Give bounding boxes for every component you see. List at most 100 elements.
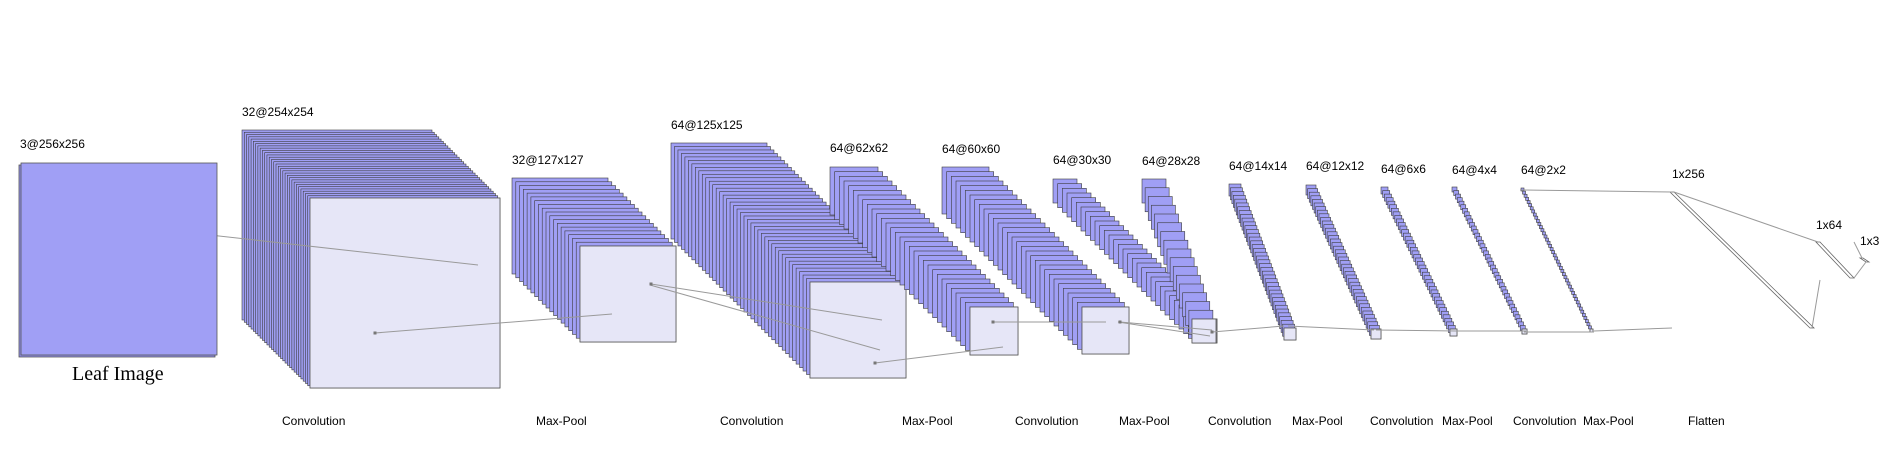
dense-layer-flatten (1669, 191, 1815, 329)
op-label-7: Convolution (1208, 414, 1271, 428)
layer-dim-label-pool1: 32@127x127 (512, 153, 584, 167)
op-label-2: Max-Pool (536, 414, 587, 428)
connector-line (374, 313, 613, 334)
feature-map-sheet (1540, 228, 1545, 233)
feature-map-stack-pool1 (511, 177, 677, 343)
feature-map-sheet (1523, 193, 1528, 198)
op-label-1: Convolution (282, 414, 345, 428)
feature-map-front-pool1 (579, 245, 677, 343)
feature-map-stack-pool2 (829, 166, 1019, 356)
feature-map-stack-conv4 (1141, 178, 1217, 344)
feature-map-sheet (1526, 200, 1531, 204)
feature-map-sheet (1571, 291, 1575, 295)
connector-line (191, 232, 479, 266)
feature-map-sheet (1555, 259, 1560, 264)
feature-map-front-conv5 (1370, 328, 1382, 340)
feature-map-sheet (1542, 231, 1546, 236)
feature-map-stack-conv6 (1451, 186, 1528, 335)
feature-map-sheet (1588, 325, 1592, 330)
op-label-10: Max-Pool (1442, 414, 1493, 428)
layer-dim-label-conv3: 64@60x60 (942, 142, 1001, 156)
layer-dim-label-pool6: 64@2x2 (1521, 163, 1566, 177)
dense-label-flatten: 1x256 (1672, 167, 1705, 181)
feature-map-sheet (1575, 300, 1580, 305)
feature-map-sheet (1534, 215, 1539, 220)
connector-line (1117, 321, 1211, 337)
feature-map-sheet (1559, 266, 1563, 270)
connector-line (1853, 241, 1863, 259)
feature-map-stack-pool6 (1520, 187, 1594, 333)
feature-map-sheet (1529, 206, 1534, 211)
op-label-9: Convolution (1370, 414, 1433, 428)
connector-line (1811, 279, 1821, 329)
feature-map-sheet (1520, 187, 1525, 192)
layer-dim-label-conv4: 64@28x28 (1142, 154, 1201, 168)
connector-line (1375, 329, 1457, 332)
feature-map-sheet (1531, 209, 1536, 214)
feature-map-stack-pool4 (1228, 183, 1297, 341)
feature-map-front-pool2 (969, 306, 1019, 356)
feature-map-sheet (1536, 219, 1540, 223)
feature-map-sheet (1586, 322, 1591, 327)
feature-map-sheet (1566, 281, 1571, 286)
op-label-4: Max-Pool (902, 414, 953, 428)
connector-anchor (1210, 330, 1214, 334)
dense-label-fc1: 1x64 (1816, 218, 1842, 232)
connector-line (1593, 327, 1673, 332)
input-dim-label: 3@256x256 (20, 137, 85, 151)
feature-map-sheet (1532, 212, 1537, 217)
connector-anchor (873, 361, 877, 365)
connector-line (1853, 261, 1867, 279)
feature-map-sheet (1537, 222, 1542, 226)
feature-map-sheet (1552, 253, 1557, 258)
op-label-8: Max-Pool (1292, 414, 1343, 428)
feature-map-front-conv1 (309, 197, 501, 389)
dense-label-out: 1x3 (1860, 234, 1880, 248)
op-label-6: Max-Pool (1119, 414, 1170, 428)
connector-line (1673, 191, 1819, 243)
connector-line (650, 283, 883, 321)
feature-map-sheet (1582, 313, 1586, 317)
connector-anchor (649, 282, 653, 286)
op-label-11: Convolution (1513, 414, 1576, 428)
feature-map-stack-conv5 (1305, 184, 1382, 340)
connector-line (1211, 325, 1285, 333)
layer-dim-label-conv1: 32@254x254 (242, 105, 314, 119)
feature-map-sheet (1583, 316, 1588, 320)
connector-line (649, 284, 881, 351)
feature-map-stack-conv2 (670, 142, 907, 379)
feature-map-sheet (1525, 197, 1529, 201)
feature-map-sheet (1562, 272, 1566, 276)
feature-map-sheet (1522, 190, 1526, 195)
connector-anchor (373, 331, 377, 335)
op-label-5: Convolution (1015, 414, 1078, 428)
feature-map-sheet (1560, 269, 1565, 273)
op-label-3: Convolution (720, 414, 783, 428)
layer-dim-label-pool3: 64@30x30 (1053, 153, 1112, 167)
op-label-12: Max-Pool (1583, 414, 1634, 428)
feature-map-front-pool4 (1283, 327, 1297, 341)
input-image (20, 162, 218, 356)
input-caption: Leaf Image (72, 363, 164, 385)
feature-map-sheet (1546, 240, 1551, 245)
feature-map-stacks (241, 129, 1871, 389)
feature-map-sheet (1551, 250, 1555, 254)
feature-map-stack-pool5 (1380, 186, 1458, 337)
feature-map-sheet (1543, 234, 1548, 239)
feature-map-sheet (1568, 284, 1572, 289)
feature-map-sheet (1554, 256, 1559, 261)
connector-line (1519, 189, 1673, 193)
feature-map-sheet (1585, 319, 1589, 323)
feature-map-sheet (1569, 287, 1574, 292)
feature-map-sheet (1539, 225, 1543, 229)
feature-map-front-conv2 (809, 281, 907, 379)
feature-map-stack-conv1 (241, 129, 501, 389)
op-label-13: Flatten (1688, 414, 1725, 428)
feature-map-stack-conv3 (941, 166, 1130, 355)
feature-map-sheet (1548, 244, 1552, 248)
layer-dim-label-conv2: 64@125x125 (671, 118, 743, 132)
feature-map-sheet (1572, 294, 1577, 298)
feature-map-sheet (1577, 303, 1582, 308)
dense-layer-fc1 (1815, 241, 1855, 279)
